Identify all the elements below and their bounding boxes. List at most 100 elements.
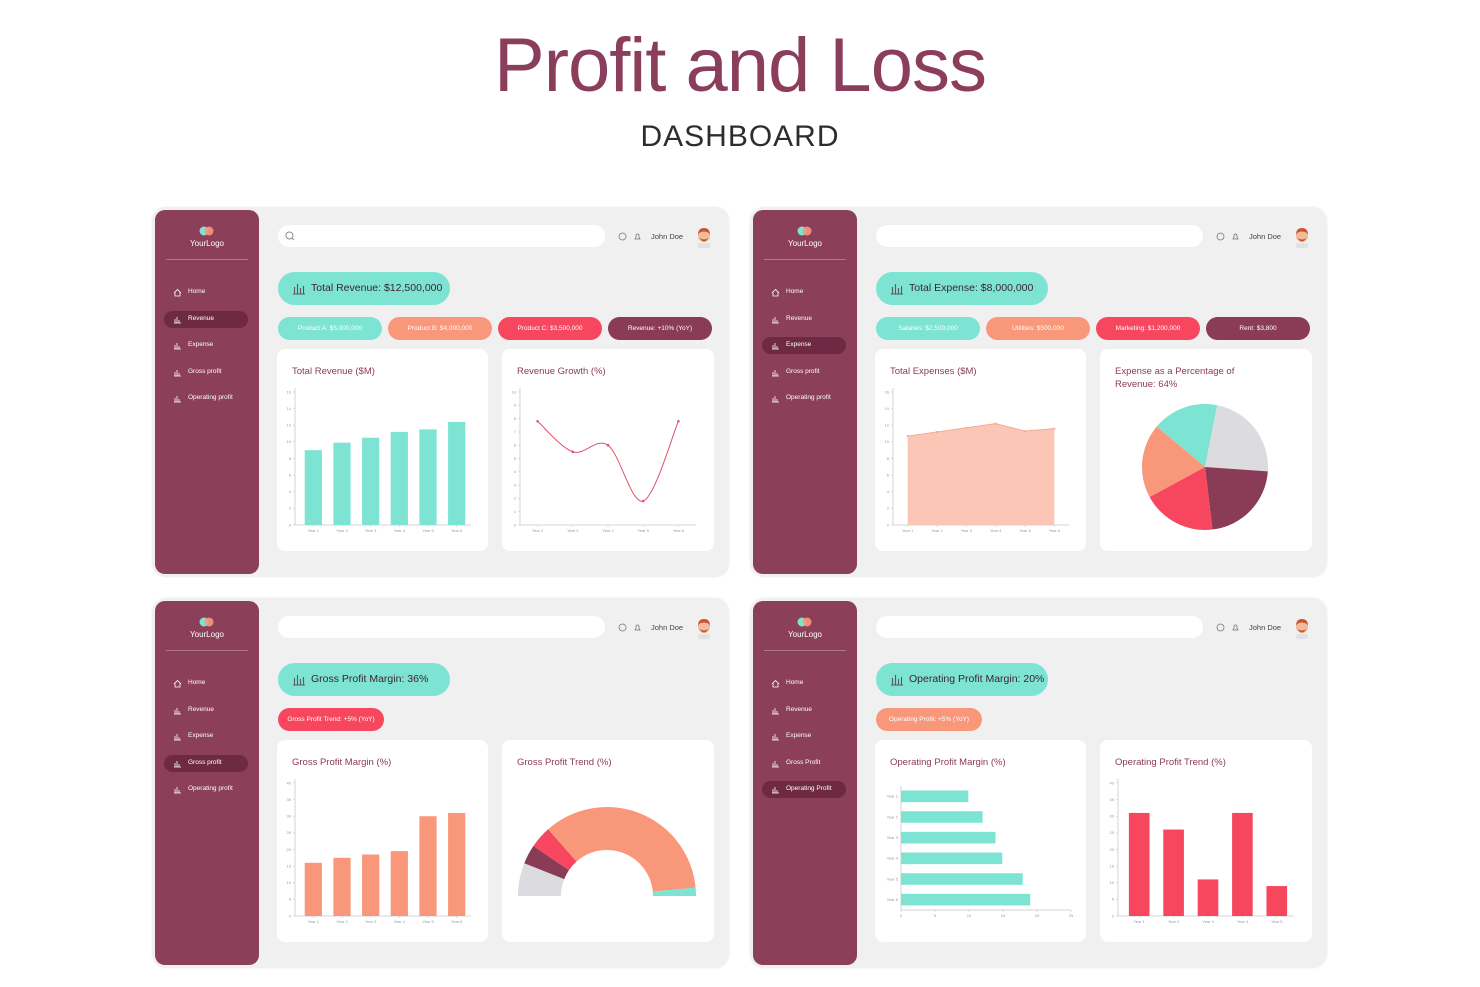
search-bar[interactable] xyxy=(876,225,1203,247)
y-tick-label: 10 xyxy=(1110,880,1115,885)
y-tick-label: 30 xyxy=(1110,814,1115,819)
glyph xyxy=(174,787,181,794)
kpi-icon xyxy=(293,284,305,295)
pie-slice xyxy=(1156,404,1218,467)
line xyxy=(537,420,679,502)
bar xyxy=(448,812,466,916)
x-tick-label: 20 xyxy=(1035,913,1040,918)
kpi-text: Gross Profit Margin: 36% xyxy=(311,673,429,685)
y-tick-label: 0 xyxy=(289,522,292,527)
bar xyxy=(901,873,1023,885)
bar xyxy=(901,790,969,803)
y-tick-label: 10 xyxy=(287,880,292,885)
y-tick-label: 10 xyxy=(885,439,890,444)
chip-text: Revenue: +10% (YoY) xyxy=(627,324,693,332)
nav-item[interactable]: Home xyxy=(164,675,248,692)
glyph xyxy=(772,369,779,376)
search-bar[interactable] xyxy=(876,616,1203,638)
avatar-beard xyxy=(699,238,709,242)
nav-item[interactable]: Revenue xyxy=(762,311,846,328)
nav-icon xyxy=(772,369,779,376)
nav-label: Operating profit xyxy=(786,394,831,401)
metric-chip: Rent: $3,800 xyxy=(1206,317,1310,340)
dashboard-panel: YourLogo Home Revenue Expense Gross profit Op… xyxy=(152,207,729,577)
chart-plot: 0 2 4 6 8 10 12 14 16 Year 1 Year 2 Year 3 Year 4 Yea… xyxy=(287,388,471,533)
nav-item[interactable]: Expense xyxy=(164,728,248,745)
x-tick-label: Year 6 xyxy=(451,528,463,533)
bell-icon xyxy=(1232,624,1239,631)
nav-item[interactable]: Home xyxy=(164,284,248,301)
nav-item[interactable]: Expense xyxy=(164,337,248,354)
nav-label: Expense xyxy=(188,341,214,348)
kpi-icon xyxy=(891,675,903,686)
glyph xyxy=(772,734,779,741)
nav-label: Gross profit xyxy=(188,367,222,375)
pie-slice xyxy=(1205,405,1268,472)
nav-icon xyxy=(772,343,779,350)
glyph xyxy=(174,343,181,350)
chart-card: Gross Profit Trend (%) xyxy=(502,740,714,942)
nav-label: Home xyxy=(188,288,206,295)
glyph xyxy=(891,284,903,295)
globe-icon xyxy=(618,623,627,632)
search-bar[interactable] xyxy=(278,225,605,247)
nav-icon xyxy=(174,396,181,403)
glyph xyxy=(173,288,182,297)
kpi-pill: Total Revenue: $12,500,000 xyxy=(278,272,450,305)
y-tick-label: 35 xyxy=(287,797,292,802)
y-tick-label: Year 1 xyxy=(887,794,899,799)
y-tick-label: 0 xyxy=(289,913,292,918)
nav-item[interactable]: Expense xyxy=(762,728,846,745)
nav-item[interactable]: Home xyxy=(762,675,846,692)
nav-item[interactable]: Gross Profit xyxy=(762,755,846,772)
bar xyxy=(362,437,380,525)
glyph xyxy=(174,734,181,741)
nav-item[interactable]: Gross profit xyxy=(762,364,846,381)
y-tick-label: Year 6 xyxy=(887,897,899,902)
x-tick-label: Year 4 xyxy=(990,528,1002,533)
point xyxy=(606,443,610,447)
sidebar: YourLogo Home Revenue Expense Gross profit Op… xyxy=(155,601,259,965)
glyph xyxy=(771,679,780,688)
glyph xyxy=(891,675,903,686)
nav-icon xyxy=(174,760,181,767)
nav-item[interactable]: Expense xyxy=(762,337,846,354)
nav-label: Revenue xyxy=(786,314,813,322)
x-tick-label: Year 2 xyxy=(931,528,943,533)
point xyxy=(571,450,575,454)
nav-item[interactable]: Gross profit xyxy=(164,364,248,381)
x-tick-label: Year 4 xyxy=(394,528,406,533)
nav-icon xyxy=(772,760,779,767)
logo-dot xyxy=(204,226,214,236)
avatar-hair xyxy=(698,228,710,235)
nav-item[interactable]: Operating profit xyxy=(164,390,248,407)
nav-item[interactable]: Operating profit xyxy=(164,781,248,798)
logo-dot xyxy=(802,226,812,236)
sidebar: YourLogo Home Revenue Expense Gross profit Op… xyxy=(155,210,259,574)
nav-item[interactable]: Revenue xyxy=(762,702,846,719)
nav-item[interactable]: Gross profit xyxy=(164,754,248,772)
nav-item[interactable]: Operating Profit xyxy=(762,781,846,798)
x-tick-label: Year 4 xyxy=(394,919,406,924)
nav-icon xyxy=(772,787,779,794)
x-tick-label: 15 xyxy=(1001,913,1006,918)
bar xyxy=(362,854,380,916)
glyph xyxy=(772,787,779,794)
nav-icon xyxy=(772,707,779,714)
nav-item[interactable]: Revenue xyxy=(164,310,248,328)
glyph xyxy=(1216,623,1225,632)
point xyxy=(936,430,938,433)
avatar-body xyxy=(1296,634,1308,639)
nav-item[interactable]: Operating profit xyxy=(762,390,846,407)
nav-label: Home xyxy=(786,288,804,295)
gauge-segment xyxy=(548,807,696,892)
search-bar[interactable] xyxy=(278,616,605,638)
y-tick-label: 30 xyxy=(287,814,292,819)
chart-title: Gross Profit Margin (%) xyxy=(292,757,392,768)
nav-item[interactable]: Home xyxy=(762,284,846,301)
nav-item[interactable]: Revenue xyxy=(164,702,248,719)
glyph xyxy=(772,343,779,350)
logo-text: YourLogo xyxy=(190,239,224,248)
